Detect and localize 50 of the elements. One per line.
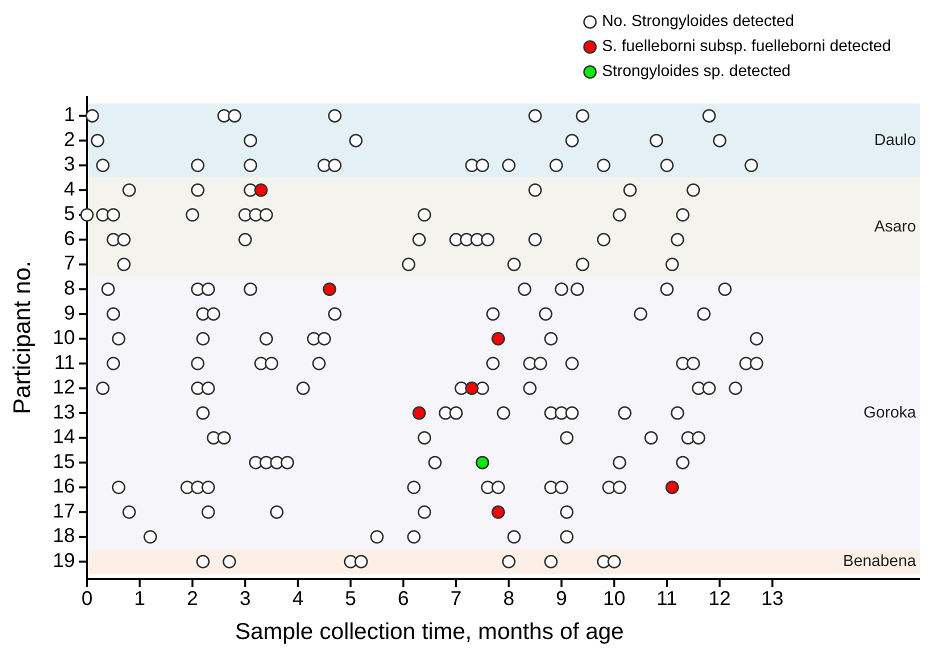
x-tick-label: 12 xyxy=(708,588,731,610)
point xyxy=(476,456,490,470)
y-tick-label: 7 xyxy=(64,252,75,275)
x-axis-title: Sample collection time, months of age xyxy=(235,618,624,644)
point xyxy=(665,480,679,494)
point xyxy=(322,282,336,296)
x-tick-label: 5 xyxy=(345,588,356,610)
y-tick-label: 8 xyxy=(64,277,75,300)
point xyxy=(465,382,479,396)
y-tick-label: 18 xyxy=(52,525,75,548)
y-tick-label: 12 xyxy=(52,376,75,399)
band-label: Benabena xyxy=(843,552,916,570)
point xyxy=(412,406,426,420)
y-tick-label: 6 xyxy=(64,228,75,250)
point xyxy=(254,183,268,197)
y-tick-label: 16 xyxy=(52,476,75,498)
y-tick-label: 3 xyxy=(64,154,75,176)
x-tick-label: 9 xyxy=(556,588,568,610)
x-tick-label: 4 xyxy=(292,588,304,610)
y-tick-label: 9 xyxy=(64,302,75,324)
point xyxy=(491,332,505,346)
y-tick-label: 4 xyxy=(64,178,75,200)
y-tick-label: 15 xyxy=(52,450,75,473)
x-tick-label: 13 xyxy=(761,588,784,610)
y-tick-label: 10 xyxy=(52,327,75,350)
y-tick-label: 5 xyxy=(64,203,75,226)
y-axis-title: Participant no. xyxy=(9,260,36,414)
point xyxy=(491,505,505,519)
y-tick-label: 14 xyxy=(52,426,75,448)
band-label: Asaro xyxy=(874,218,916,236)
y-tick-label: 2 xyxy=(64,128,75,151)
y-tick-label: 1 xyxy=(64,104,75,126)
x-tick-label: 6 xyxy=(398,588,409,610)
x-tick-label: 0 xyxy=(81,588,93,610)
x-tick-label: 10 xyxy=(603,588,626,610)
x-tick-label: 2 xyxy=(186,588,198,610)
y-tick-label: 17 xyxy=(52,500,75,522)
band-label: Goroka xyxy=(864,404,916,422)
x-tick-label: 11 xyxy=(656,588,678,610)
y-tick-label: 11 xyxy=(54,352,75,374)
legend-label: No. Strongyloides detected xyxy=(602,13,794,30)
x-tick-label: 8 xyxy=(503,588,514,610)
legend-label: Strongyloides sp. detected xyxy=(602,63,791,80)
band-label: Daulo xyxy=(874,132,916,149)
legend-label: S. fuelleborni subsp. fuelleborni detected xyxy=(602,38,892,56)
x-tick-label: 3 xyxy=(240,588,251,610)
x-tick-label: 1 xyxy=(134,588,146,610)
y-tick-label: 13 xyxy=(52,401,75,424)
y-tick-label: 19 xyxy=(52,550,75,572)
x-tick-label: 7 xyxy=(450,588,462,610)
